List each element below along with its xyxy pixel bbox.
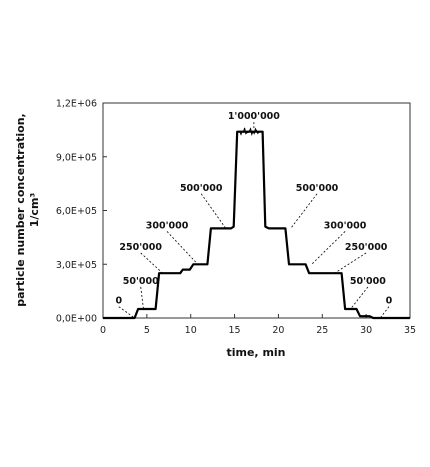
annotation-label: 300'000: [146, 220, 189, 231]
noise-overlay: [239, 127, 260, 137]
x-tick-label: 0: [100, 325, 106, 336]
annotation-label: 300'000: [324, 220, 367, 231]
y-axis-title-line1: particle number concentration,: [14, 113, 27, 306]
annotation-leader-line: [311, 231, 346, 265]
annotation-leader-line: [118, 306, 135, 319]
annotation-label: 0: [386, 296, 393, 307]
annotation-leader-line: [379, 306, 390, 319]
annotation-label: 1'000'000: [228, 111, 280, 122]
annotation-label: 500'000: [296, 183, 339, 194]
x-tick-label: 35: [404, 325, 416, 336]
y-tick-label: 6,0E+05: [56, 206, 97, 217]
annotation-label: 250'000: [345, 242, 388, 253]
x-tick-label: 15: [229, 325, 241, 336]
y-tick-label: 0,0E+00: [56, 314, 97, 325]
x-tick-label: 10: [185, 325, 197, 336]
annotation-label: 250'000: [119, 242, 162, 253]
annotation-leader-line: [350, 286, 369, 309]
annotation-label: 0: [115, 296, 122, 307]
concentration-series-line: [103, 130, 410, 320]
x-tick-label: 20: [272, 325, 284, 336]
x-tick-label: 30: [360, 325, 372, 336]
x-tick-label: 25: [316, 325, 328, 336]
annotation-leader-line: [200, 193, 227, 229]
y-tick-label: 9,0E+05: [56, 152, 97, 163]
annotation-leader-line: [290, 193, 318, 229]
annotation-leader-line: [140, 252, 163, 274]
y-tick-label: 1,2E+06: [56, 99, 97, 110]
y-axis-title-line2: 1/cm³: [28, 193, 41, 228]
annotation-label: 500'000: [180, 183, 223, 194]
y-tick-label: 3,0E+05: [56, 260, 97, 271]
x-axis-title: time, min: [226, 346, 285, 359]
annotation-leader-line: [334, 252, 367, 274]
annotation-leader-line: [140, 286, 144, 309]
annotation-label: 50'000: [123, 276, 159, 287]
x-tick-label: 5: [144, 325, 150, 336]
annotation-label: 50'000: [350, 276, 386, 287]
annotation-leader-line: [166, 231, 199, 265]
